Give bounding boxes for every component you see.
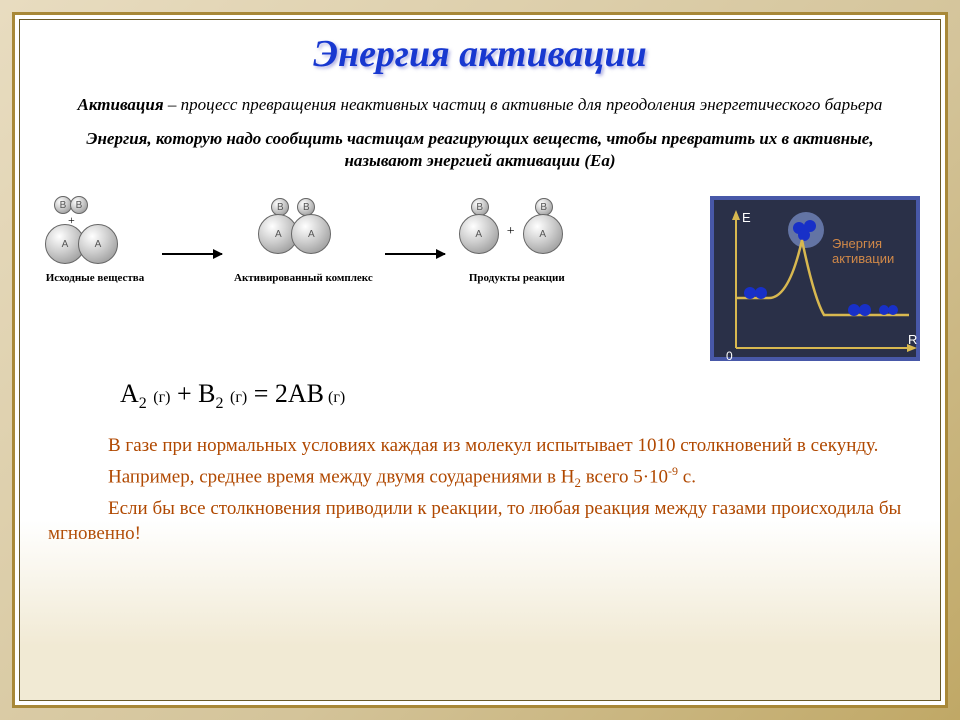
outer-frame: Энергия активации Активация – процесс пр… (12, 12, 948, 708)
axis-origin-label: 0 (726, 349, 733, 363)
body-para-3: Если бы все столкновения приводили к реа… (48, 496, 912, 547)
atom-a: A (291, 214, 331, 254)
p1a: В газе при нормальных условиях каждая из… (108, 435, 637, 456)
arrow-icon (385, 253, 445, 255)
reactants-molecules: B B + A A (40, 196, 150, 266)
atom-a: A (523, 214, 563, 254)
atom-a: A (459, 214, 499, 254)
page-title: Энергия активации (20, 32, 940, 76)
eq-b-gas: (г) (230, 389, 247, 406)
p2c: с. (678, 466, 696, 487)
equation: A2 (г) + B2 (г) = 2AB (г) (120, 379, 940, 413)
p2a: Например, среднее время между двумя соуд… (108, 466, 574, 487)
p2b: всего 5·10 (581, 466, 668, 487)
eq-prod: 2AB (275, 379, 324, 408)
eq-a-sub: 2 (139, 395, 147, 412)
definition-2: Энергия, которую надо сообщить частицам … (56, 128, 904, 172)
eq-a-gas: (г) (153, 389, 170, 406)
stage-label-1: Исходные вещества (46, 272, 145, 284)
stage-complex: B B A A Активированный комплекс (234, 196, 373, 284)
peak-label-1: Энергия (832, 236, 882, 251)
complex-molecules: B B A A (243, 196, 363, 266)
diagram-row: B B + A A Исходные вещества B B A A Акти… (40, 196, 920, 361)
body-para-1: В газе при нормальных условиях каждая из… (48, 433, 912, 459)
definition-1-term: Активация (78, 95, 164, 114)
eq-a: A (120, 379, 139, 408)
eq-sign: = (247, 379, 275, 408)
axis-e-label: E (742, 210, 751, 225)
stage-products: B A + B A Продукты реакции (457, 196, 577, 284)
eq-plus: + (171, 379, 199, 408)
atom-a: A (78, 224, 118, 264)
stage-label-3: Продукты реакции (469, 272, 565, 284)
peak-label-2: активации (832, 251, 894, 266)
definition-1: Активация – процесс превращения неактивн… (56, 94, 904, 116)
atom-b: B (70, 196, 88, 214)
definition-1-rest: – процесс превращения неактивных частиц … (164, 95, 883, 114)
inner-frame: Энергия активации Активация – процесс пр… (19, 19, 941, 701)
body-para-2: Например, среднее время между двумя соуд… (48, 463, 912, 492)
eq-b: B (198, 379, 215, 408)
eq-prod-gas: (г) (324, 389, 345, 406)
products-molecules: B A + B A (457, 196, 577, 266)
plus-sign: + (507, 224, 515, 240)
reaction-diagram: B B + A A Исходные вещества B B A A Акти… (40, 196, 694, 284)
p1b: 1010 столкновений (637, 435, 792, 456)
energy-chart: E R 0 Энергия активации (710, 196, 920, 361)
energy-chart-svg: E R 0 Энергия активации (714, 200, 924, 365)
p1c: в секунду. (792, 435, 878, 456)
stage-reactants: B B + A A Исходные вещества (40, 196, 150, 284)
axis-r-label: R (908, 332, 917, 347)
stage-label-2: Активированный комплекс (234, 272, 373, 284)
arrow-icon (162, 253, 222, 255)
body-text: В газе при нормальных условиях каждая из… (48, 433, 912, 547)
eq-b-sub: 2 (216, 395, 224, 412)
